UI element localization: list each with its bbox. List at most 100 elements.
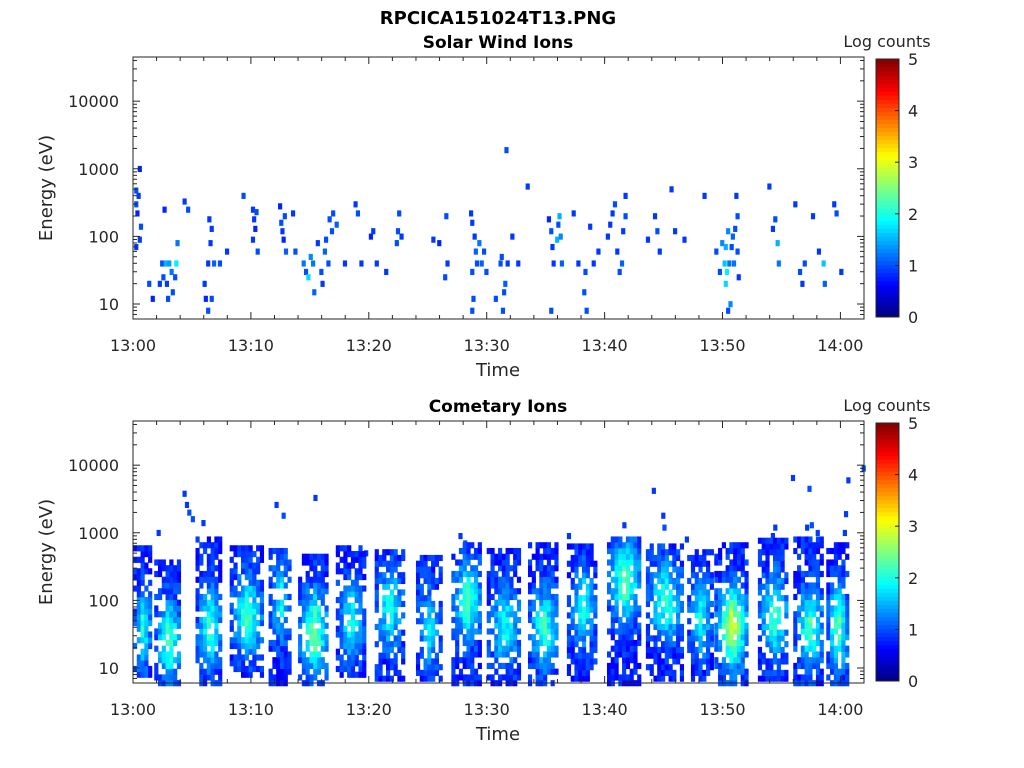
- heatmap-cell: [298, 588, 303, 595]
- heatmap-cell: [320, 593, 325, 601]
- heatmap-cell: [808, 668, 813, 675]
- heatmap-cell: [576, 260, 581, 267]
- heatmap-cell: [574, 566, 579, 573]
- heatmap-cell: [765, 566, 770, 573]
- heatmap-cell: [169, 639, 174, 647]
- heatmap-cell: [539, 593, 544, 601]
- heatmap-cell: [625, 542, 631, 549]
- heatmap-cell: [543, 605, 548, 612]
- heatmap-cell: [438, 646, 443, 654]
- heatmap-cell: [761, 537, 766, 544]
- heatmap-cell: [690, 675, 696, 682]
- heatmap-cell: [668, 646, 673, 654]
- heatmap-cell: [206, 565, 211, 572]
- heatmap-cell: [431, 566, 436, 573]
- heatmap-cell: [490, 576, 495, 583]
- heatmap-cell: [462, 605, 467, 612]
- heatmap-cell: [397, 595, 402, 602]
- heatmap-cells: [133, 465, 866, 687]
- colorbar-segment: [876, 560, 899, 565]
- heatmap-cell: [241, 568, 246, 575]
- heatmap-cell: [163, 260, 168, 267]
- heatmap-cell: [516, 645, 522, 652]
- heatmap-cell: [419, 635, 424, 642]
- heatmap-cell: [645, 664, 651, 671]
- heatmap-cell: [374, 669, 379, 676]
- heatmap-cell: [679, 543, 685, 550]
- heatmap-cell: [320, 588, 325, 595]
- heatmap-cell: [622, 542, 627, 549]
- heatmap-cell: [845, 674, 850, 681]
- heatmap-cell: [772, 623, 778, 631]
- heatmap-cell: [173, 634, 178, 641]
- heatmap-cell: [293, 248, 298, 255]
- heatmap-cell: [455, 657, 460, 664]
- heatmap-cell: [316, 553, 322, 560]
- heatmap-cell: [244, 637, 249, 644]
- heatmap-cell: [470, 634, 475, 641]
- heatmap-cell: [140, 591, 145, 598]
- heatmap-cell: [165, 599, 170, 606]
- heatmap-cell: [343, 573, 348, 581]
- heatmap-cell: [718, 576, 723, 583]
- heatmap-cell: [516, 662, 522, 670]
- heatmap-cell: [147, 280, 152, 287]
- heatmap-cell: [316, 616, 322, 624]
- heatmap-cell: [397, 210, 402, 217]
- heatmap-cell: [173, 570, 178, 578]
- heatmap-cell: [279, 639, 285, 647]
- heatmap-cell: [466, 570, 471, 578]
- heatmap-cell: [431, 554, 436, 562]
- heatmap-cell: [740, 611, 745, 618]
- heatmap-cell: [505, 674, 510, 681]
- heatmap-cell: [431, 646, 436, 654]
- heatmap-cell: [610, 611, 615, 618]
- heatmap-cell: [434, 664, 439, 671]
- heatmap-cell: [833, 570, 838, 578]
- heatmap-cell: [812, 651, 817, 658]
- heatmap-cell: [554, 611, 559, 618]
- heatmap-cell: [790, 474, 796, 482]
- heatmap-cell: [279, 611, 285, 618]
- heatmap-cell: [637, 576, 642, 583]
- heatmap-cell: [830, 611, 835, 618]
- heatmap-cell: [718, 674, 723, 681]
- heatmap-cell: [486, 611, 491, 618]
- heatmap-cell: [237, 550, 242, 558]
- heatmap-cell: [169, 657, 174, 664]
- heatmap-cell: [718, 645, 723, 652]
- heatmap-cell: [248, 637, 253, 644]
- heatmap-cell: [637, 662, 642, 670]
- heatmap-cell: [276, 645, 281, 652]
- heatmap-cell: [427, 652, 432, 659]
- heatmap-cell: [397, 577, 402, 585]
- heatmap-cell: [625, 536, 631, 543]
- heatmap-cell: [513, 616, 518, 624]
- heatmap-cell: [252, 585, 257, 592]
- heatmap-cell: [203, 616, 208, 624]
- heatmap-cell: [776, 577, 781, 585]
- heatmap-cell: [501, 565, 506, 572]
- heatmap-cell: [354, 579, 359, 586]
- heatmap-cell: [144, 648, 149, 655]
- heatmap-cell: [578, 549, 583, 556]
- heatmap-cell: [505, 639, 510, 647]
- heatmap-cell: [473, 599, 479, 606]
- heatmap-cell: [793, 576, 798, 583]
- heatmap-cell: [427, 629, 432, 636]
- heatmap-cell: [386, 652, 391, 659]
- heatmap-cell: [350, 637, 356, 644]
- heatmap-cell: [578, 652, 583, 659]
- heatmap-cell: [339, 637, 344, 644]
- heatmap-cell: [477, 645, 482, 652]
- heatmap-cell: [335, 608, 340, 615]
- heatmap-cell: [733, 645, 738, 652]
- heatmap-cell: [581, 669, 587, 676]
- heatmap-cell: [784, 669, 789, 676]
- heatmap-cell: [618, 559, 623, 566]
- heatmap-cell: [833, 611, 838, 618]
- heatmap-cell: [622, 668, 627, 675]
- heatmap-cell: [144, 568, 149, 575]
- colorbar-segment: [876, 204, 899, 209]
- heatmap-cell: [169, 565, 174, 572]
